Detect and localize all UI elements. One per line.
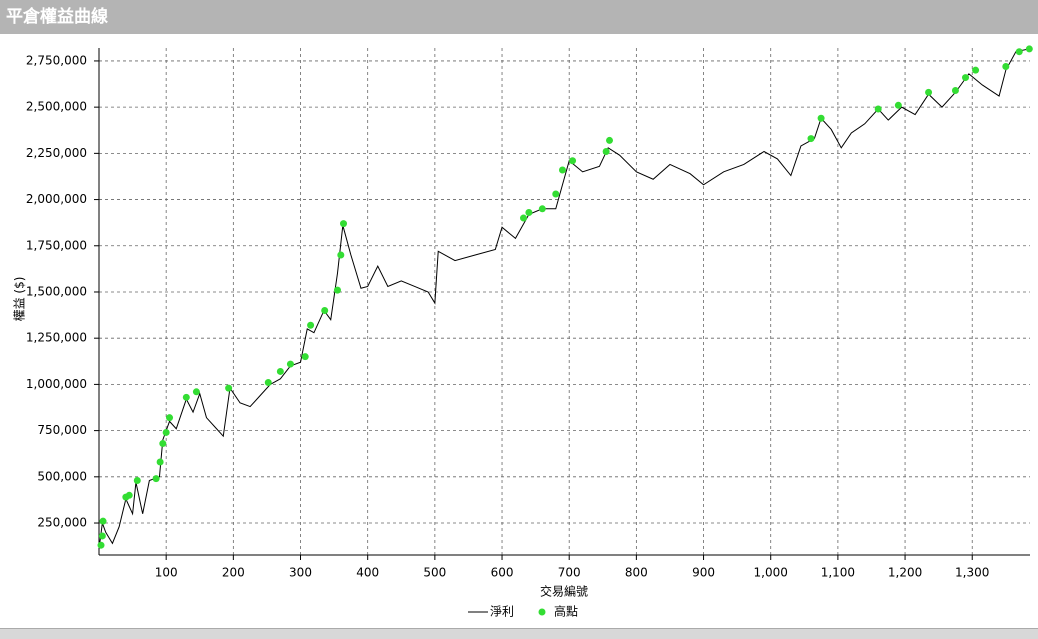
high-point bbox=[333, 286, 341, 294]
net-profit-line bbox=[98, 48, 1030, 549]
high-point bbox=[182, 393, 190, 401]
high-point bbox=[874, 105, 882, 113]
y-tick-label: 2,750,000 bbox=[26, 53, 87, 67]
legend-label: 淨利 bbox=[490, 605, 514, 619]
x-tick-label: 1,300 bbox=[955, 566, 989, 580]
high-point bbox=[99, 517, 107, 525]
x-tick-label: 700 bbox=[558, 566, 581, 580]
high-point bbox=[817, 114, 825, 122]
high-point bbox=[894, 101, 902, 109]
high-point bbox=[192, 388, 200, 396]
x-tick-label: 1,100 bbox=[821, 566, 855, 580]
high-point bbox=[301, 353, 309, 361]
y-tick-label: 1,500,000 bbox=[26, 284, 87, 298]
chart: 權益 ($) 交易編號 250,000 500,000 750,000 1,000,0… bbox=[13, 45, 1033, 619]
x-tick-label: 500 bbox=[423, 566, 446, 580]
high-point bbox=[538, 205, 546, 213]
high-point bbox=[276, 367, 284, 375]
high-point bbox=[569, 157, 577, 165]
y-tick-label: 500,000 bbox=[37, 469, 87, 483]
high-point bbox=[98, 532, 106, 540]
high-point bbox=[1002, 62, 1010, 70]
legend-label: 高點 bbox=[554, 604, 578, 619]
high-point bbox=[962, 74, 970, 82]
x-tick-label: 400 bbox=[356, 566, 379, 580]
high-point bbox=[1025, 45, 1033, 53]
high-point bbox=[606, 136, 614, 144]
y-tick-label: 2,000,000 bbox=[26, 192, 87, 206]
x-tick-label: 900 bbox=[692, 566, 715, 580]
high-point bbox=[1015, 48, 1023, 56]
high-point bbox=[286, 360, 294, 368]
y-tick-label: 2,500,000 bbox=[26, 100, 87, 114]
chart-title: 平倉權益曲線 bbox=[0, 0, 1038, 34]
high-point bbox=[972, 66, 980, 74]
high-point bbox=[525, 209, 533, 217]
high-point bbox=[264, 379, 272, 387]
y-tick-label: 1,000,000 bbox=[26, 377, 87, 391]
high-point bbox=[337, 251, 345, 259]
high-point bbox=[307, 321, 315, 329]
y-tick-label: 750,000 bbox=[37, 423, 87, 437]
x-tick-label: 100 bbox=[155, 566, 178, 580]
x-tick-label: 600 bbox=[491, 566, 514, 580]
high-point bbox=[340, 220, 348, 228]
high-point bbox=[321, 306, 329, 314]
x-axis-label: 交易編號 bbox=[540, 584, 588, 599]
footer-bar bbox=[0, 628, 1038, 639]
high-point bbox=[156, 458, 164, 466]
y-tick-label: 2,250,000 bbox=[26, 146, 87, 160]
high-point bbox=[951, 87, 959, 95]
high-point bbox=[602, 148, 610, 156]
high-point bbox=[925, 88, 933, 96]
high-point bbox=[166, 414, 174, 422]
high-point bbox=[520, 214, 528, 222]
x-tick-label: 1,200 bbox=[888, 566, 922, 580]
high-point bbox=[159, 440, 167, 448]
legend-swatch bbox=[538, 608, 546, 616]
high-point bbox=[152, 475, 160, 483]
x-tick-label: 1,000 bbox=[754, 566, 788, 580]
x-tick-label: 200 bbox=[222, 566, 245, 580]
high-point bbox=[558, 166, 566, 174]
high-point bbox=[125, 491, 133, 499]
x-tick-label: 800 bbox=[625, 566, 648, 580]
high-point bbox=[162, 428, 170, 436]
y-axis-label: 權益 ($) bbox=[13, 277, 27, 322]
high-point bbox=[225, 384, 233, 392]
y-tick-label: 1,750,000 bbox=[26, 238, 87, 252]
y-tick-label: 250,000 bbox=[37, 516, 87, 530]
y-tick-label: 1,250,000 bbox=[26, 331, 87, 345]
high-point bbox=[133, 477, 141, 485]
high-point bbox=[97, 541, 105, 549]
high-point bbox=[807, 135, 815, 143]
x-tick-label: 300 bbox=[289, 566, 312, 580]
high-point bbox=[552, 190, 560, 198]
